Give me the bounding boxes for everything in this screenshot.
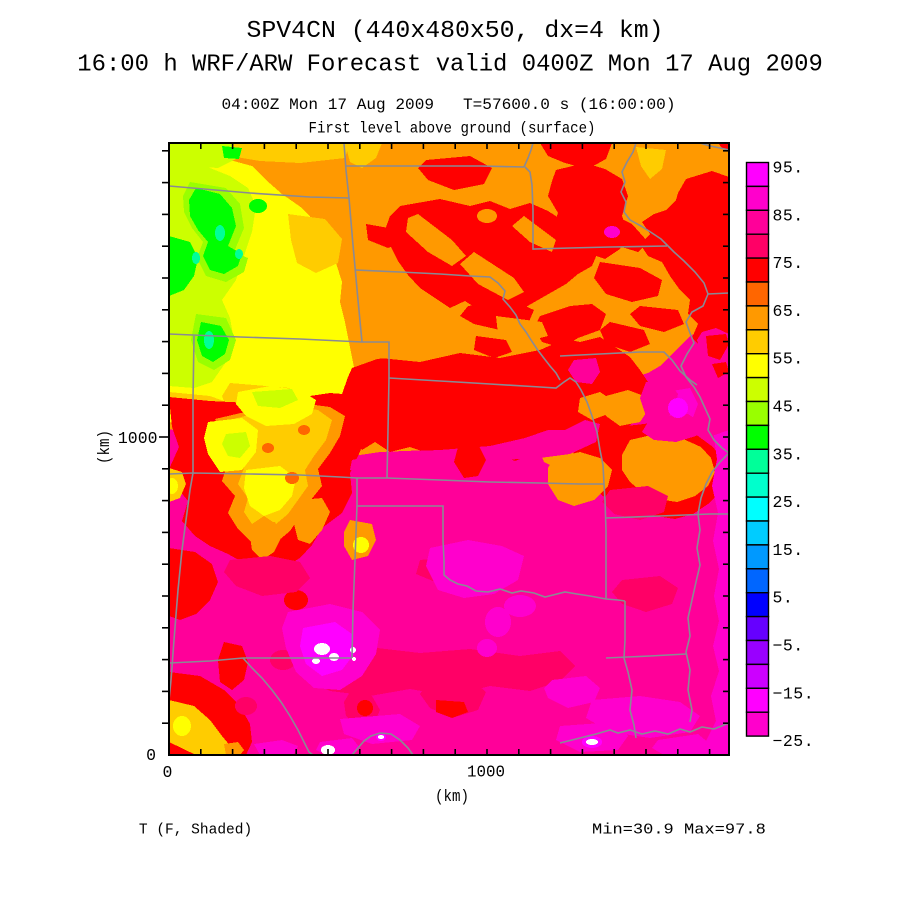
svg-text:75.: 75. [773,254,804,273]
svg-text:First level above ground (surf: First level above ground (surface) [309,120,596,138]
svg-text:SPV4CN (440x480x50, dx=4 km): SPV4CN (440x480x50, dx=4 km) [247,18,664,45]
svg-text:5.: 5. [773,589,794,608]
svg-text:−5.: −5. [773,637,804,656]
svg-text:1000: 1000 [118,429,158,448]
svg-text:(km): (km) [95,430,114,464]
svg-text:45.: 45. [773,398,804,417]
svg-text:−15.: −15. [773,684,815,703]
svg-text:−25.: −25. [773,732,815,751]
svg-text:04:00Z Mon 17 Aug 2009 T=576: 04:00Z Mon 17 Aug 2009 T=57600.0 s (16:0… [222,96,676,114]
svg-text:T (F, Shaded): T (F, Shaded) [139,822,252,839]
svg-text:16:00 h WRF/ARW Forecast valid: 16:00 h WRF/ARW Forecast valid 0400Z Mon… [77,52,823,79]
svg-text:0: 0 [163,763,173,782]
svg-text:1000: 1000 [467,763,505,782]
svg-text:25.: 25. [773,493,804,512]
svg-text:65.: 65. [773,302,804,321]
svg-text:15.: 15. [773,541,804,560]
svg-text:Min=30.9 Max=97.8: Min=30.9 Max=97.8 [592,822,766,839]
svg-text:0: 0 [146,746,156,765]
svg-text:(km): (km) [435,787,469,806]
svg-text:85.: 85. [773,206,804,225]
svg-text:95.: 95. [773,159,804,178]
svg-text:55.: 55. [773,350,804,369]
svg-text:35.: 35. [773,445,804,464]
